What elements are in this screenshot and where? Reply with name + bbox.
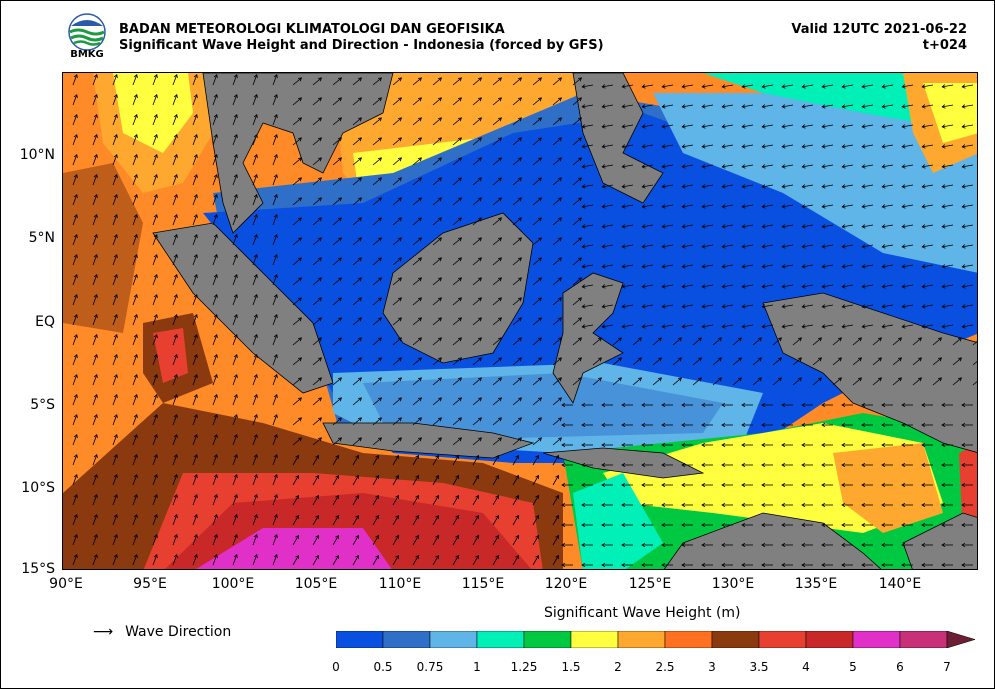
lon-tick-135e: 135°E: [794, 576, 838, 592]
colorbar-swatch: [429, 631, 478, 648]
map-canvas: [63, 73, 977, 569]
lon-tick-120e: 120°E: [544, 576, 588, 592]
colorbar-label: 0: [332, 660, 340, 674]
lon-tick-95e: 95°E: [133, 576, 167, 592]
colorbar-swatch: [805, 631, 854, 648]
lat-tick-10n: 10°N: [19, 147, 55, 163]
colorbar-label: 2.5: [655, 660, 675, 674]
lat-tick-5s: 5°S: [30, 397, 55, 413]
lon-tick-140e: 140°E: [878, 576, 922, 592]
colorbar-label: 3.5: [749, 660, 769, 674]
colorbar-swatch: [523, 631, 572, 648]
lat-tick-15s: 15°S: [21, 561, 55, 577]
colorbar-label: 3: [708, 660, 716, 674]
lat-tick-5n: 5°N: [28, 230, 55, 246]
colorbar-swatch: [382, 631, 431, 648]
colorbar: [336, 631, 976, 648]
wave-direction-arrows: [72, 73, 977, 568]
colorbar-label: 4: [802, 660, 810, 674]
lon-tick-90e: 90°E: [49, 576, 83, 592]
forecast-step: t+024: [922, 38, 967, 53]
agency-title: BADAN METEOROLOGI KLIMATOLOGI DAN GEOFIS…: [119, 22, 505, 37]
wave-direction-label: Wave Direction: [125, 624, 232, 640]
colorbar-swatch: [664, 631, 713, 648]
lon-tick-100e: 100°E: [211, 576, 255, 592]
colorbar-label: 2: [614, 660, 622, 674]
wave-height-map: [62, 72, 978, 570]
colorbar-title: Significant Wave Height (m): [544, 605, 741, 621]
lon-tick-110e: 110°E: [378, 576, 422, 592]
valid-time: Valid 12UTC 2021-06-22: [791, 22, 967, 37]
colorbar-label: 7: [943, 660, 951, 674]
colorbar-swatch: [852, 631, 901, 648]
colorbar-extend-arrow: [946, 631, 976, 648]
colorbar-label: 1.25: [510, 660, 538, 674]
colorbar-label: 5: [849, 660, 857, 674]
colorbar-swatch: [570, 631, 619, 648]
colorbar-label: 1.5: [561, 660, 581, 674]
colorbar-label: 1: [473, 660, 481, 674]
colorbar-swatch: [899, 631, 948, 648]
colorbar-label: 0.5: [373, 660, 393, 674]
colorbar-label: 6: [896, 660, 904, 674]
colorbar-label: 0.75: [416, 660, 444, 674]
lon-tick-125e: 125°E: [628, 576, 672, 592]
logo-text: BMKG: [70, 49, 104, 60]
colorbar-swatch: [711, 631, 760, 648]
lat-tick-10s: 10°S: [21, 480, 55, 496]
bmkg-logo: [66, 12, 108, 64]
colorbar-swatch: [336, 631, 384, 648]
wave-direction-legend: ⟶ Wave Direction: [93, 624, 231, 640]
colorbar-swatch: [617, 631, 666, 648]
colorbar-swatch: [476, 631, 525, 648]
lon-tick-130e: 130°E: [711, 576, 755, 592]
lon-tick-115e: 115°E: [461, 576, 505, 592]
lat-tick-eq: EQ: [35, 314, 55, 330]
arrow-right-icon: ⟶: [93, 624, 114, 640]
lon-tick-105e: 105°E: [294, 576, 338, 592]
colorbar-swatch: [758, 631, 807, 648]
product-title: Significant Wave Height and Direction - …: [119, 38, 604, 53]
